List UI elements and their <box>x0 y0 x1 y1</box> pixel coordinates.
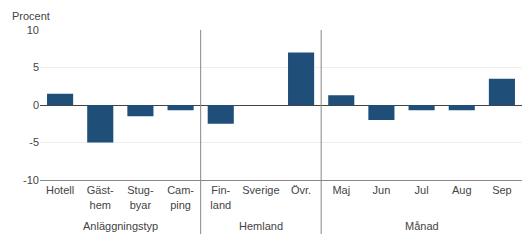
svg-text:Maj: Maj <box>332 184 350 196</box>
svg-text:Hotell: Hotell <box>46 184 74 196</box>
svg-text:Procent: Procent <box>12 10 50 22</box>
svg-text:-10: -10 <box>23 174 39 186</box>
svg-text:Sverige: Sverige <box>242 184 279 196</box>
svg-text:10: 10 <box>27 24 39 36</box>
svg-text:Gäst-hem: Gäst-hem <box>87 184 114 210</box>
svg-text:Övr.: Övr. <box>291 184 311 196</box>
svg-text:5: 5 <box>33 61 39 73</box>
svg-text:Stug-byar: Stug-byar <box>127 184 154 210</box>
svg-text:Anläggningstyp: Anläggningstyp <box>83 220 158 232</box>
svg-text:0: 0 <box>33 99 39 111</box>
svg-text:Cam-ping: Cam-ping <box>167 184 194 210</box>
svg-text:Hemland: Hemland <box>239 220 283 232</box>
svg-text:-5: -5 <box>29 136 39 148</box>
svg-text:Månad: Månad <box>405 220 439 232</box>
svg-text:Jul: Jul <box>415 184 429 196</box>
svg-text:Aug: Aug <box>452 184 472 196</box>
svg-text:Fin-land: Fin-land <box>210 184 231 210</box>
svg-text:Jun: Jun <box>373 184 391 196</box>
svg-text:Sep: Sep <box>492 184 512 196</box>
